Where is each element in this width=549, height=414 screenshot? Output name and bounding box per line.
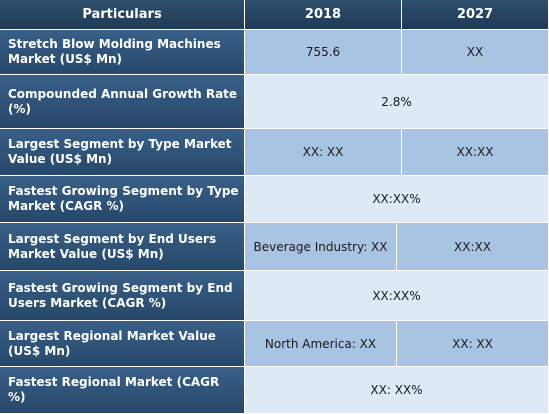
row-value-2027: XX: XX [397,321,549,367]
row-label-fastest-type: Fastest Growing Segment by Type Market (… [0,176,245,223]
row-label-largest-type: Largest Segment by Type Market Value (US… [0,129,245,176]
row-value-2018: Beverage Industry: XX [245,223,397,271]
row-value-2027: XX:XX [402,129,549,176]
row-value-merged: XX:XX% [245,176,549,223]
row-label-fastest-end-users: Fastest Growing Segment by End Users Mar… [0,271,245,321]
row-label-largest-end-users: Largest Segment by End Users Market Valu… [0,223,245,271]
row-value-2018: 755.6 [245,30,402,75]
row-value-merged: XX:XX% [245,271,549,321]
row-value-2018: XX: XX [245,129,402,176]
row-value-merged: XX: XX% [245,367,549,414]
header-particulars: Particulars [0,0,245,30]
row-label-largest-regional: Largest Regional Market Value (US$ Mn) [0,321,245,367]
row-value-2027: XX:XX [397,223,549,271]
row-label-cagr: Compounded Annual Growth Rate (%) [0,75,245,129]
row-value-merged: 2.8% [245,75,549,129]
header-2027: 2027 [402,0,549,30]
row-label-market-size: Stretch Blow Molding Machines Market (US… [0,30,245,75]
row-label-fastest-regional: Fastest Regional Market (CAGR %) [0,367,245,414]
row-value-2018: North America: XX [245,321,397,367]
header-2018: 2018 [245,0,402,30]
row-value-2027: XX [402,30,549,75]
